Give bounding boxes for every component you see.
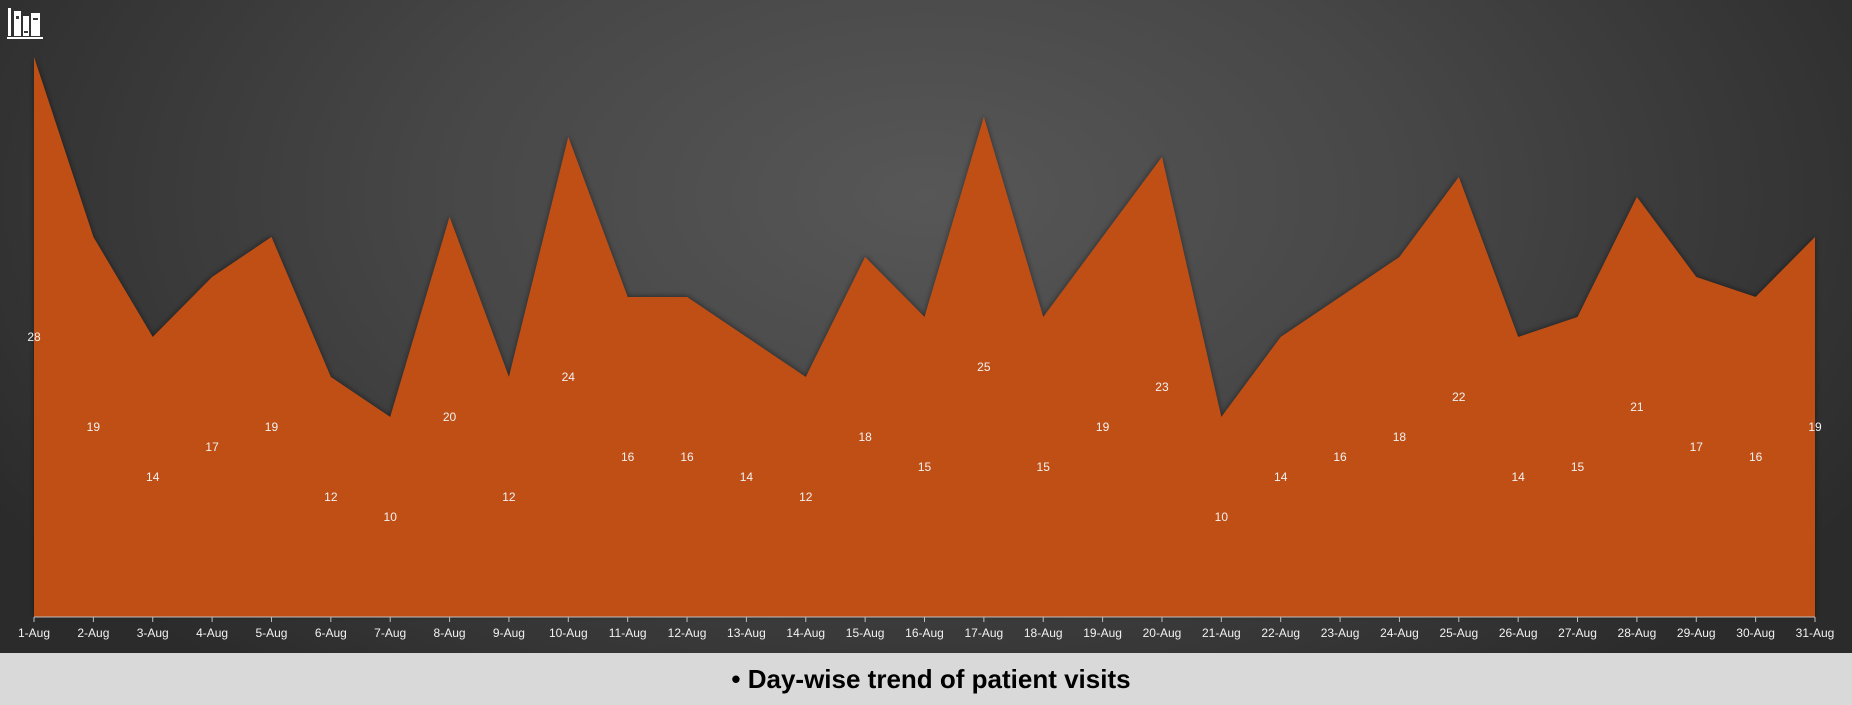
x-tick-label: 26-Aug: [1499, 626, 1538, 640]
x-tick-label: 21-Aug: [1202, 626, 1241, 640]
x-tick-label: 6-Aug: [315, 626, 347, 640]
caption-bar: • Day-wise trend of patient visits: [0, 653, 1852, 705]
data-label: 21: [1630, 400, 1644, 414]
data-label: 14: [740, 470, 754, 484]
x-tick-label: 19-Aug: [1083, 626, 1122, 640]
data-label: 10: [384, 510, 398, 524]
x-tick-label: 7-Aug: [374, 626, 406, 640]
data-label: 12: [799, 490, 813, 504]
data-label: 14: [146, 470, 160, 484]
data-label: 17: [1690, 440, 1704, 454]
chart-panel: 1-Aug 2-Aug 3-Aug 4-Aug 5-Aug 6-Aug 7-Aug 8-Aug…: [0, 0, 1852, 653]
x-axis-ticks: [33, 617, 1816, 622]
x-tick-label: 8-Aug: [434, 626, 466, 640]
x-tick-label: 30-Aug: [1736, 626, 1775, 640]
x-tick-label: 15-Aug: [846, 626, 885, 640]
data-label: 14: [1274, 470, 1288, 484]
data-label: 14: [1511, 470, 1525, 484]
data-label: 25: [977, 360, 991, 374]
x-tick-label: 17-Aug: [965, 626, 1004, 640]
x-tick-label: 13-Aug: [727, 626, 766, 640]
series-area-group: [34, 57, 1815, 617]
data-label: 19: [265, 420, 279, 434]
data-labels: 28 19 14 17 19 12 10 20 12 24 16 16 14 12 18 15 25 15 19 23…: [27, 330, 1822, 524]
data-label: 20: [443, 410, 457, 424]
data-label: 10: [1215, 510, 1229, 524]
x-tick-label: 3-Aug: [137, 626, 169, 640]
data-label: 12: [324, 490, 338, 504]
series-area: [34, 57, 1815, 617]
data-label: 28: [27, 330, 41, 344]
data-label: 18: [1393, 430, 1407, 444]
x-tick-label: 18-Aug: [1024, 626, 1063, 640]
data-label: 23: [1155, 380, 1169, 394]
data-label: 19: [87, 420, 101, 434]
data-label: 17: [205, 440, 219, 454]
x-tick-label: 29-Aug: [1677, 626, 1716, 640]
x-tick-label: 16-Aug: [905, 626, 944, 640]
x-tick-label: 2-Aug: [77, 626, 109, 640]
data-label: 16: [621, 450, 635, 464]
x-tick-label: 25-Aug: [1439, 626, 1478, 640]
x-tick-label: 11-Aug: [609, 626, 647, 640]
x-tick-label: 1-Aug: [18, 626, 50, 640]
data-label: 16: [680, 450, 694, 464]
x-tick-label: 12-Aug: [668, 626, 707, 640]
x-axis-tick-labels: 1-Aug 2-Aug 3-Aug 4-Aug 5-Aug 6-Aug 7-Aug 8-Aug…: [18, 626, 1834, 640]
x-tick-label: 20-Aug: [1143, 626, 1182, 640]
x-tick-label: 5-Aug: [255, 626, 287, 640]
x-tick-label: 10-Aug: [549, 626, 588, 640]
x-tick-label: 23-Aug: [1321, 626, 1360, 640]
books-icon: [7, 8, 43, 39]
data-label: 19: [1808, 420, 1822, 434]
data-label: 16: [1333, 450, 1347, 464]
data-label: 15: [1571, 460, 1585, 474]
x-tick-label: 9-Aug: [493, 626, 525, 640]
data-label: 15: [918, 460, 932, 474]
data-label: 22: [1452, 390, 1466, 404]
data-label: 12: [502, 490, 516, 504]
x-tick-label: 31-Aug: [1796, 626, 1835, 640]
data-label: 16: [1749, 450, 1763, 464]
chart-caption: • Day-wise trend of patient visits: [731, 663, 1131, 694]
data-label: 24: [562, 370, 576, 384]
x-tick-label: 24-Aug: [1380, 626, 1419, 640]
data-label: 18: [858, 430, 872, 444]
x-tick-label: 14-Aug: [786, 626, 825, 640]
x-tick-label: 22-Aug: [1261, 626, 1300, 640]
data-label: 15: [1037, 460, 1051, 474]
x-tick-label: 27-Aug: [1558, 626, 1597, 640]
data-label: 19: [1096, 420, 1110, 434]
area-chart: 1-Aug 2-Aug 3-Aug 4-Aug 5-Aug 6-Aug 7-Aug 8-Aug…: [18, 57, 1834, 640]
x-tick-label: 4-Aug: [196, 626, 228, 640]
x-tick-label: 28-Aug: [1618, 626, 1657, 640]
